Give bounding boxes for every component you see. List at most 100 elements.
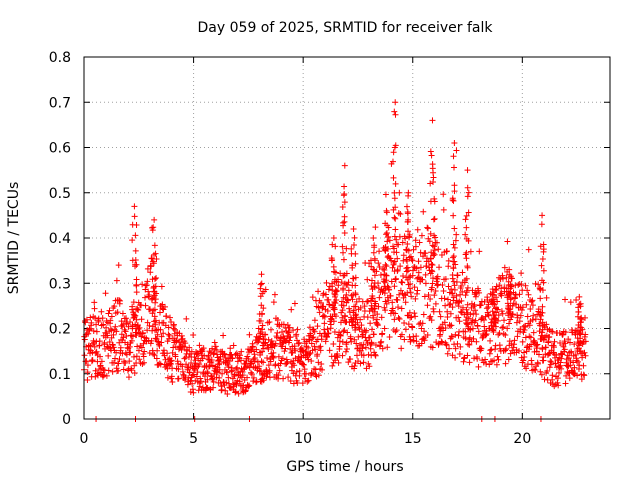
x-tick-label: 15 xyxy=(404,431,422,447)
data-point xyxy=(407,280,414,287)
data-point xyxy=(118,318,125,325)
data-point xyxy=(501,317,508,324)
y-tick-label: 0.2 xyxy=(49,322,71,338)
data-point xyxy=(340,328,347,335)
data-point xyxy=(345,287,352,294)
data-point xyxy=(357,304,364,311)
data-point xyxy=(198,378,205,385)
data-point xyxy=(538,371,545,378)
data-point xyxy=(314,351,321,358)
data-point xyxy=(578,324,585,331)
data-point xyxy=(445,263,452,270)
data-point xyxy=(258,311,265,318)
data-point xyxy=(529,297,536,304)
data-point xyxy=(138,316,145,323)
data-point xyxy=(91,343,98,350)
data-point xyxy=(410,267,417,274)
data-point xyxy=(341,199,348,206)
data-point xyxy=(555,382,562,389)
data-point xyxy=(248,347,255,354)
data-point xyxy=(322,338,329,345)
data-point xyxy=(543,321,550,328)
data-point xyxy=(324,333,331,340)
data-point xyxy=(210,350,217,357)
data-point xyxy=(462,328,469,335)
data-point xyxy=(537,295,544,302)
data-point xyxy=(407,289,414,296)
data-point xyxy=(152,299,159,306)
data-point xyxy=(265,336,272,343)
data-point xyxy=(470,303,477,310)
data-point xyxy=(446,301,453,308)
data-point xyxy=(436,264,443,271)
data-point xyxy=(153,274,160,281)
data-point xyxy=(411,310,418,317)
data-point xyxy=(208,356,215,363)
data-point xyxy=(405,321,412,328)
data-point xyxy=(476,248,483,255)
data-point xyxy=(581,349,588,356)
data-point xyxy=(345,359,352,366)
data-point xyxy=(305,377,312,384)
data-point xyxy=(372,224,379,231)
data-point xyxy=(414,287,421,294)
data-point xyxy=(364,314,371,321)
data-point xyxy=(115,367,122,374)
data-point xyxy=(562,340,569,347)
data-point xyxy=(291,300,298,307)
data-point xyxy=(517,326,524,333)
data-point xyxy=(196,342,203,349)
tick-labels: 0 0.1 0.2 0.3 0.4 0.5 0.6 0.7 0.8 0 5 10 15 20 xyxy=(49,50,532,447)
data-point xyxy=(103,372,110,379)
data-point xyxy=(472,307,479,314)
data-point xyxy=(341,213,348,220)
data-point xyxy=(485,301,492,308)
data-point xyxy=(441,295,448,302)
data-point xyxy=(330,263,337,270)
data-point xyxy=(191,360,198,367)
data-point xyxy=(412,295,419,302)
data-point xyxy=(449,272,456,279)
data-point xyxy=(392,215,399,222)
data-point xyxy=(189,372,196,379)
data-point xyxy=(112,355,119,362)
data-point xyxy=(257,317,264,324)
data-point xyxy=(209,345,216,352)
data-point xyxy=(404,289,411,296)
data-point xyxy=(508,314,515,321)
data-point xyxy=(347,356,354,363)
data-points xyxy=(81,99,589,422)
data-point xyxy=(190,371,197,378)
data-point xyxy=(127,319,134,326)
data-point xyxy=(283,356,290,363)
data-point xyxy=(258,302,265,309)
data-point xyxy=(174,358,181,365)
x-tick-label: 5 xyxy=(189,431,198,447)
data-point xyxy=(339,203,346,210)
data-point xyxy=(381,279,388,286)
data-point xyxy=(236,352,243,359)
data-point xyxy=(101,339,108,346)
data-point xyxy=(570,359,577,366)
data-point xyxy=(574,358,581,365)
data-point xyxy=(473,338,480,345)
data-point xyxy=(429,161,436,168)
data-point xyxy=(167,314,174,321)
data-point xyxy=(151,289,158,296)
data-point xyxy=(84,377,91,384)
data-point xyxy=(321,320,328,327)
data-point xyxy=(575,328,582,335)
data-point xyxy=(264,319,271,326)
data-point xyxy=(431,198,438,205)
data-point xyxy=(349,275,356,282)
data-point xyxy=(343,270,350,277)
data-point xyxy=(523,301,530,308)
data-point xyxy=(445,283,452,290)
data-point xyxy=(428,317,435,324)
data-point xyxy=(88,319,95,326)
data-point xyxy=(429,262,436,269)
data-point xyxy=(358,322,365,329)
data-point xyxy=(126,343,133,350)
data-point xyxy=(525,291,532,298)
y-tick-label: 0.3 xyxy=(49,276,71,292)
